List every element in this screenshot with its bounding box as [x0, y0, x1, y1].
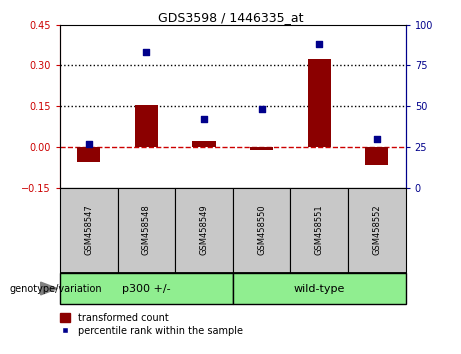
Bar	[175, 188, 233, 273]
Legend: transformed count, percentile rank within the sample: transformed count, percentile rank withi…	[60, 313, 242, 336]
Bar	[365, 147, 388, 165]
Bar	[233, 273, 406, 304]
Point	[373, 136, 381, 142]
Point	[258, 107, 266, 112]
Bar	[60, 188, 118, 273]
Bar	[233, 188, 290, 273]
Text: GSM458547: GSM458547	[84, 205, 93, 256]
Text: GSM458548: GSM458548	[142, 205, 151, 256]
Bar	[135, 105, 158, 147]
Text: GDS3598 / 1446335_at: GDS3598 / 1446335_at	[158, 11, 303, 24]
Bar	[60, 273, 233, 304]
Text: GSM458552: GSM458552	[372, 205, 381, 256]
Text: GSM458549: GSM458549	[200, 205, 208, 256]
Bar	[77, 147, 100, 162]
Point	[200, 116, 207, 122]
Text: genotype/variation: genotype/variation	[9, 284, 102, 293]
Bar	[193, 142, 216, 147]
Text: GSM458550: GSM458550	[257, 205, 266, 256]
Text: wild-type: wild-type	[294, 284, 345, 293]
Bar	[348, 188, 406, 273]
Polygon shape	[41, 282, 57, 295]
Point	[85, 141, 92, 147]
Bar	[308, 59, 331, 147]
Text: p300 +/-: p300 +/-	[122, 284, 171, 293]
Bar	[118, 188, 175, 273]
Point	[315, 41, 323, 47]
Point	[142, 50, 150, 55]
Text: GSM458551: GSM458551	[315, 205, 324, 256]
Bar	[290, 188, 348, 273]
Bar	[250, 147, 273, 150]
